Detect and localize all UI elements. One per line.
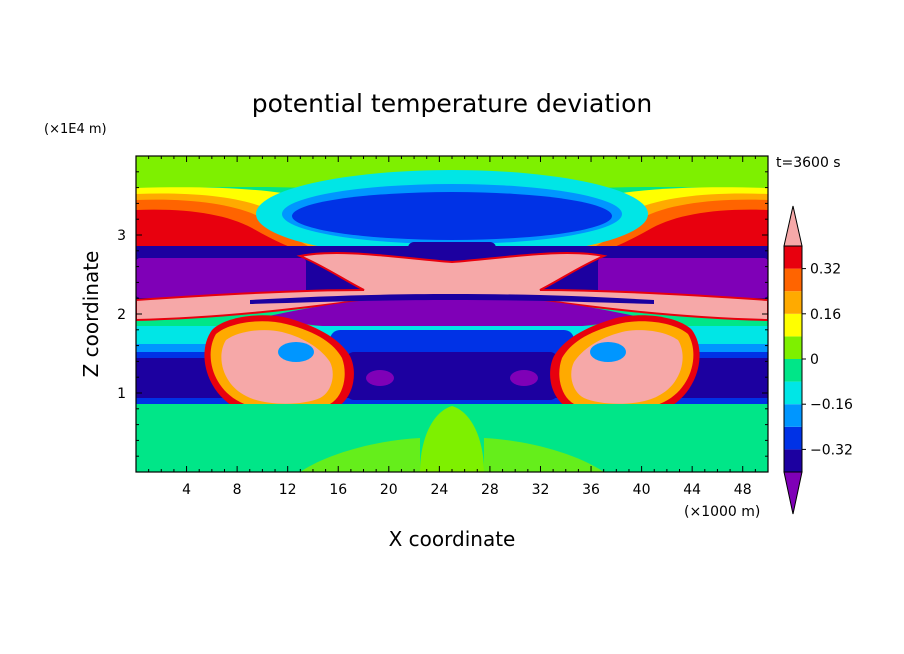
x-tick-label: 16: [329, 482, 347, 498]
band-darkred-left: [136, 209, 320, 258]
center-purple-spot-right: [510, 370, 538, 386]
colorbar-bin: [784, 426, 802, 450]
mid-purple-band: [260, 296, 644, 332]
center-purple-spot-left: [366, 370, 394, 386]
bottom-plume-fringe: [300, 438, 604, 472]
x-tick-label: 32: [532, 482, 550, 498]
colorbar-tick-label: −0.32: [810, 442, 853, 458]
y-tick-label: 1: [117, 386, 126, 402]
x-tick-label: 44: [683, 482, 701, 498]
x-tick-label: 4: [182, 482, 191, 498]
colorbar-bin: [784, 246, 802, 269]
x-tick-label: 40: [633, 482, 651, 498]
x-axis-label: X coordinate: [389, 527, 516, 551]
band-darkred-right: [584, 209, 768, 258]
time-label: t=3600 s: [776, 155, 841, 171]
y-tick-label: 2: [117, 307, 126, 323]
colorbar-bin: [784, 404, 802, 427]
colorbar-tick-label: −0.16: [810, 397, 853, 413]
y-tick-label: 3: [117, 228, 126, 244]
colorbar-bin: [784, 268, 802, 292]
colorbar-bin: [784, 336, 802, 359]
x-tick-label: 12: [279, 482, 297, 498]
colorbar-tick-label: 0.16: [810, 307, 841, 323]
colorbar-under-triangle: [783, 471, 803, 515]
center-darkblue-cell: [346, 352, 558, 400]
left-rotor-eye: [278, 342, 314, 362]
colorbar-bin: [784, 381, 802, 405]
x-unit-label: (×1000 m): [684, 504, 760, 520]
band-purple-right: [598, 258, 768, 298]
colorbar-tick-label: 0: [810, 352, 819, 368]
colorbar-bin: [784, 291, 802, 314]
upper-blue-cell: [292, 192, 612, 240]
colorbar-bin: [784, 313, 802, 337]
colorbar-bin: [784, 449, 802, 472]
x-tick-label: 20: [380, 482, 398, 498]
bottom-plume: [420, 406, 484, 472]
contour-field: [136, 156, 768, 472]
x-axis-ticks: 4 8 12 16 20 24 28 32 36 40 44 48: [148, 156, 756, 498]
x-tick-label: 48: [734, 482, 752, 498]
y-unit-label: (×1E4 m): [44, 122, 107, 137]
colorbar: 0.32 0.16 0 −0.16 −0.32: [783, 205, 853, 515]
chart-title: potential temperature deviation: [252, 89, 652, 118]
colorbar-over-triangle: [783, 205, 803, 247]
x-tick-label: 36: [582, 482, 600, 498]
center-blue-cell: [330, 330, 574, 356]
x-tick-label: 8: [233, 482, 242, 498]
band-purple-left: [136, 258, 306, 298]
y-axis-ticks: 1 2 3: [117, 171, 768, 457]
pink-x-anomaly: [136, 252, 768, 322]
mid-blue-band: [250, 294, 654, 304]
colorbar-bin: [784, 359, 802, 382]
x-tick-label: 24: [430, 482, 448, 498]
right-rotor-eye: [590, 342, 626, 362]
y-axis-label: Z coordinate: [79, 251, 103, 378]
colorbar-tick-label: 0.32: [810, 262, 841, 278]
x-tick-label: 28: [481, 482, 499, 498]
